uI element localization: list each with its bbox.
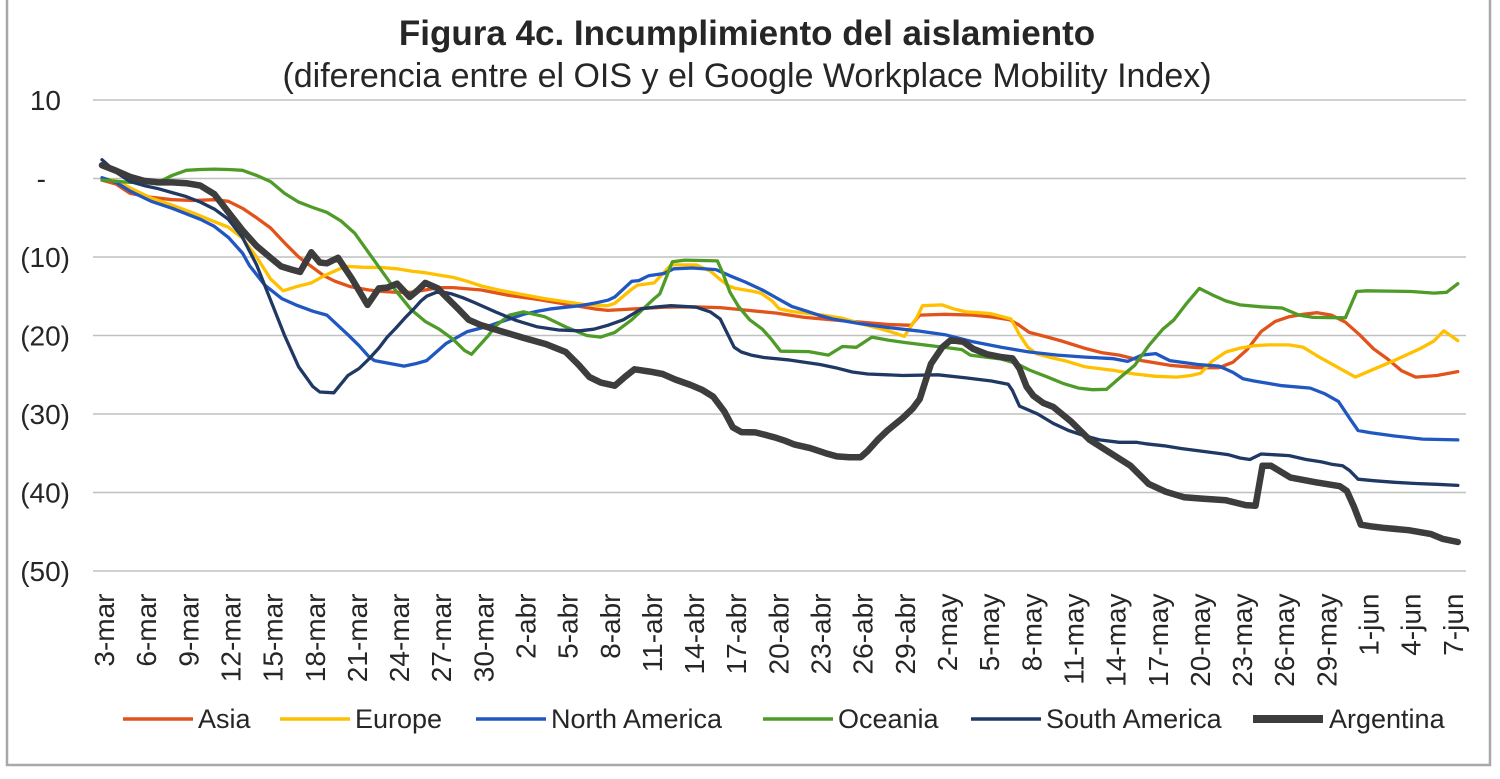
- svg-text:20-may: 20-may: [1185, 594, 1216, 687]
- svg-text:6-mar: 6-mar: [131, 594, 162, 667]
- svg-text:20-abr: 20-abr: [763, 594, 794, 675]
- svg-text:Argentina: Argentina: [1329, 704, 1446, 734]
- svg-text:26-abr: 26-abr: [848, 594, 879, 675]
- svg-text:29-abr: 29-abr: [890, 594, 921, 675]
- svg-text:5-abr: 5-abr: [553, 594, 584, 659]
- svg-text:Europe: Europe: [355, 704, 442, 734]
- svg-text:-: -: [37, 164, 46, 195]
- svg-text:(40): (40): [20, 478, 70, 509]
- svg-text:10: 10: [30, 85, 61, 116]
- svg-text:12-mar: 12-mar: [215, 594, 246, 683]
- svg-text:Oceania: Oceania: [838, 704, 940, 734]
- svg-text:(10): (10): [20, 242, 70, 273]
- svg-text:2-abr: 2-abr: [511, 594, 542, 659]
- svg-text:27-mar: 27-mar: [426, 594, 457, 683]
- svg-text:4-jun: 4-jun: [1396, 594, 1427, 656]
- svg-text:South America: South America: [1046, 704, 1223, 734]
- svg-text:(50): (50): [20, 556, 70, 587]
- svg-text:23-abr: 23-abr: [806, 594, 837, 675]
- svg-text:North America: North America: [551, 704, 723, 734]
- svg-text:14-abr: 14-abr: [679, 594, 710, 675]
- svg-text:11-abr: 11-abr: [637, 594, 668, 673]
- svg-text:(diferencia entre el OIS y el: (diferencia entre el OIS y el Google Wor…: [282, 57, 1211, 95]
- svg-text:17-abr: 17-abr: [721, 594, 752, 675]
- svg-text:8-abr: 8-abr: [595, 594, 626, 659]
- svg-text:(30): (30): [20, 399, 70, 430]
- svg-text:18-mar: 18-mar: [300, 594, 331, 683]
- svg-text:5-may: 5-may: [974, 594, 1005, 672]
- svg-text:1-jun: 1-jun: [1354, 594, 1385, 656]
- svg-text:Figura 4c. Incumplimiento del: Figura 4c. Incumplimiento del aislamient…: [399, 14, 1095, 53]
- svg-text:26-may: 26-may: [1269, 594, 1300, 687]
- svg-text:30-mar: 30-mar: [468, 594, 499, 683]
- svg-text:14-may: 14-may: [1101, 594, 1132, 687]
- svg-text:11-may: 11-may: [1058, 594, 1089, 685]
- svg-text:8-may: 8-may: [1016, 594, 1047, 672]
- svg-text:7-jun: 7-jun: [1438, 594, 1469, 656]
- svg-text:29-may: 29-may: [1311, 594, 1342, 687]
- svg-text:15-mar: 15-mar: [258, 594, 289, 683]
- svg-text:23-may: 23-may: [1227, 594, 1258, 687]
- svg-text:21-mar: 21-mar: [342, 594, 373, 683]
- svg-text:(20): (20): [20, 321, 70, 352]
- svg-text:24-mar: 24-mar: [384, 594, 415, 683]
- svg-text:3-mar: 3-mar: [89, 594, 120, 667]
- svg-text:2-may: 2-may: [932, 594, 963, 672]
- svg-text:Asia: Asia: [198, 704, 252, 734]
- svg-text:9-mar: 9-mar: [173, 594, 204, 667]
- svg-text:17-may: 17-may: [1143, 594, 1174, 687]
